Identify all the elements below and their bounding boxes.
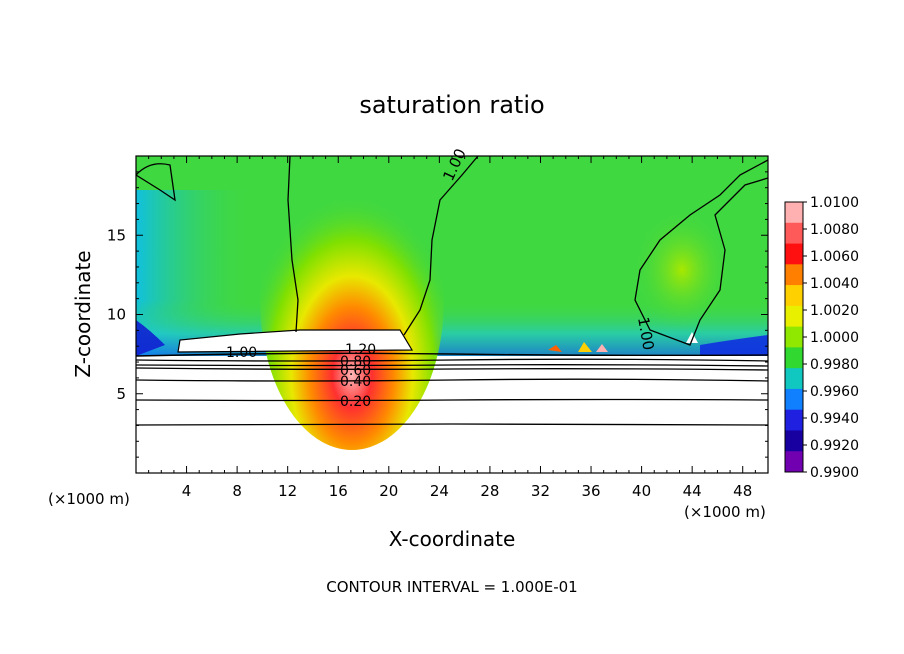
contour-label: 0.60 <box>340 363 371 379</box>
colorbar-label: 1.0100 <box>810 195 859 211</box>
y-tick-labels: 5 10 15 <box>107 226 126 403</box>
x-tick-label: 20 <box>379 482 398 500</box>
contour-label-group: 1.00 1.00 1.00 1.20 0.80 0.60 0.40 0.20 <box>226 146 658 410</box>
colorbar-label: 1.0000 <box>810 330 859 346</box>
x-units-label: (×1000 m) <box>684 503 766 521</box>
x-tick-label: 32 <box>531 482 550 500</box>
colorbar-swatch <box>785 368 803 390</box>
colorbar-label: 1.0080 <box>810 222 859 238</box>
contour-lines <box>136 156 768 426</box>
contour-left-1.00 <box>287 156 299 333</box>
colorbar-label: 0.9920 <box>810 438 859 454</box>
colorbar-labels: 1.0100 1.0080 1.0060 1.0040 1.0020 1.0000 0.99… <box>810 195 859 481</box>
y-tick-label: 15 <box>107 226 126 244</box>
colorbar-swatch <box>785 409 803 431</box>
colorbar-swatch <box>785 430 803 452</box>
x-tick-label: 4 <box>182 482 192 500</box>
y-tick-label: 5 <box>116 385 126 403</box>
colorbar-swatch <box>785 202 803 224</box>
x-tick-label: 12 <box>278 482 297 500</box>
colorbar-label: 1.0060 <box>810 249 859 265</box>
y-tick-label: 10 <box>107 306 126 324</box>
x-axis-label: X-coordinate <box>389 527 516 551</box>
x-tick-label: 16 <box>329 482 348 500</box>
contour-label: 0.80 <box>340 354 371 370</box>
x-tick-label: 48 <box>733 482 752 500</box>
x-tick-label: 40 <box>632 482 651 500</box>
contour-topleft <box>136 163 176 202</box>
contour-label: 1.00 <box>226 345 257 361</box>
x-tick-label: 24 <box>430 482 449 500</box>
contour-interval-note: CONTOUR INTERVAL = 1.000E-01 <box>326 578 577 596</box>
z-units-label: (×1000 m) <box>48 490 130 508</box>
colorbar-swatch <box>785 347 803 369</box>
contour-right-1.00 <box>403 156 479 336</box>
colorbar-swatch <box>785 285 803 307</box>
colorbar-label: 1.0040 <box>810 276 859 292</box>
plume-core <box>260 156 444 450</box>
contour-label: 0.40 <box>340 374 371 390</box>
y-axis-label: Z-coordinate <box>71 250 95 377</box>
colorbar-label: 0.9940 <box>810 411 859 427</box>
colorbar-swatch <box>785 326 803 348</box>
contour-rightblob <box>634 159 768 346</box>
x-tick-label: 8 <box>232 482 242 500</box>
chart-title: saturation ratio <box>359 91 544 119</box>
contour-label: 1.20 <box>345 342 376 358</box>
colorbar-label: 0.9980 <box>810 357 859 373</box>
x-tick-label: 44 <box>683 482 702 500</box>
colorbar-swatch <box>785 388 803 411</box>
colorbar-label: 1.0020 <box>810 303 859 319</box>
x-tick-label: 28 <box>480 482 499 500</box>
colorbar-swatch <box>785 264 803 286</box>
colorbar-label: 0.9900 <box>810 465 859 481</box>
colorbar <box>784 201 807 473</box>
contour-label: 1.00 <box>634 316 658 352</box>
x-tick-label: 36 <box>581 482 600 500</box>
heatmap-field <box>136 156 768 473</box>
colorbar-swatch <box>785 222 803 245</box>
colorbar-label: 0.9960 <box>810 384 859 400</box>
colorbar-swatch <box>785 243 803 265</box>
colorbar-swatch <box>785 305 803 328</box>
contour-label: 0.20 <box>340 394 371 410</box>
colorbar-swatch <box>785 451 803 473</box>
axis-ticks <box>135 155 769 474</box>
x-tick-labels: 4 8 12 16 20 24 28 32 36 40 44 48 <box>182 482 752 500</box>
